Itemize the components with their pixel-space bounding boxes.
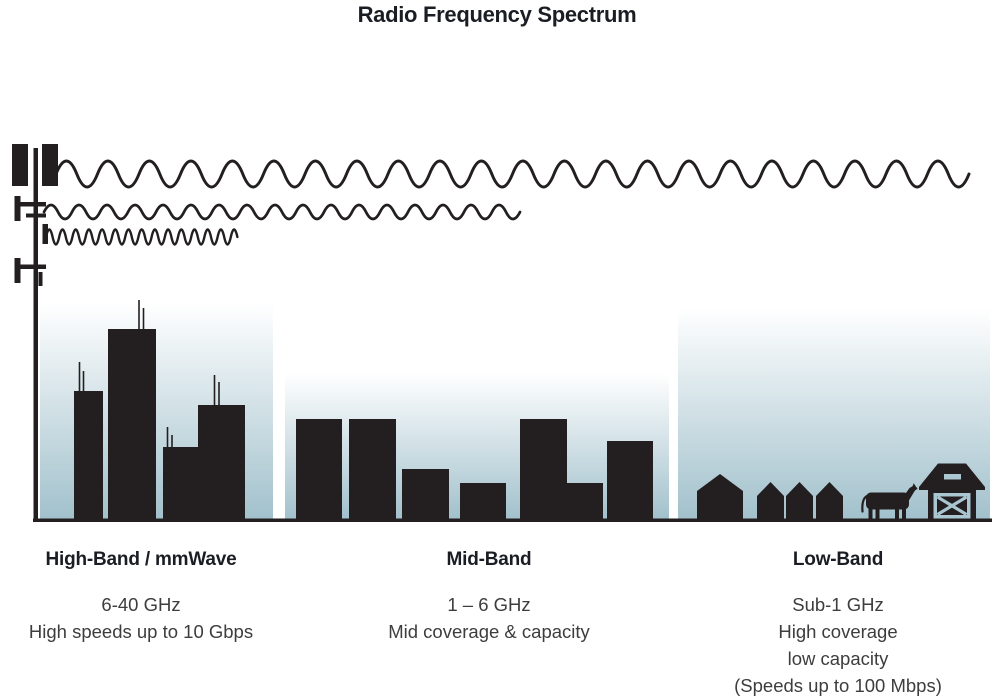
antenna-panel-mid-right <box>42 224 48 244</box>
tower-crossbar <box>20 202 46 207</box>
skyscraper <box>108 329 156 520</box>
building <box>296 419 342 520</box>
barn-door-crossbuck <box>936 495 968 516</box>
barn-loft-window <box>944 474 961 480</box>
building <box>567 483 603 520</box>
radio-waves <box>42 159 971 246</box>
frequency-range: Sub-1 GHz <box>792 594 884 615</box>
building <box>349 419 396 520</box>
low-band-wave <box>54 159 971 189</box>
band-detail: High speeds up to 10 Gbps <box>28 621 254 642</box>
band-caption-high: 6-40 GHz High speeds up to 10 Gbps <box>29 591 253 645</box>
house-icon <box>697 474 743 520</box>
band-detail: low capacity <box>787 648 889 669</box>
building <box>520 419 567 520</box>
frequency-range: 1 – 6 GHz <box>447 594 531 615</box>
tower-crossbar <box>20 264 46 269</box>
skyscraper <box>163 447 198 520</box>
antenna-panel-top-left <box>12 144 28 186</box>
band-label-low: Low-Band <box>792 549 884 570</box>
building <box>607 441 653 520</box>
antenna-panel-top-right <box>42 144 58 186</box>
antenna-spikes <box>78 300 220 448</box>
house-icon <box>816 482 843 520</box>
high-band-wave <box>44 228 239 246</box>
city-skyline <box>74 300 245 520</box>
tower-pole <box>33 148 38 519</box>
barn-icon <box>919 463 985 520</box>
band-label-mid: Mid-Band <box>446 549 532 570</box>
skyscraper <box>198 405 245 520</box>
building <box>402 469 449 520</box>
skyscraper <box>74 391 103 520</box>
house-icon <box>786 482 813 520</box>
town-skyline <box>296 419 653 520</box>
band-detail: Mid coverage & capacity <box>388 621 590 642</box>
cow-icon <box>861 483 918 520</box>
cell-tower-icon <box>12 144 58 519</box>
page-title: Radio Frequency Spectrum <box>357 2 637 27</box>
band-detail: High coverage <box>778 621 898 642</box>
band-label-high: High-Band / mmWave <box>45 549 237 570</box>
antenna-panel-mid <box>14 196 21 221</box>
band-detail: (Speeds up to 100 Mbps) <box>734 675 942 696</box>
ground-line <box>33 518 992 522</box>
frequency-range: 6-40 GHz <box>101 594 181 615</box>
tower-crossbar <box>26 213 46 218</box>
tower-stub <box>38 272 43 286</box>
mid-band-wave <box>42 203 522 221</box>
rural-farm <box>697 463 985 520</box>
band-caption-mid: 1 – 6 GHz Mid coverage & capacity <box>388 591 590 645</box>
building <box>460 483 506 520</box>
antenna-panel-low <box>14 258 21 283</box>
band-caption-low: Sub-1 GHz High coverage low capacity (Sp… <box>734 591 942 699</box>
house-icon <box>757 482 784 520</box>
